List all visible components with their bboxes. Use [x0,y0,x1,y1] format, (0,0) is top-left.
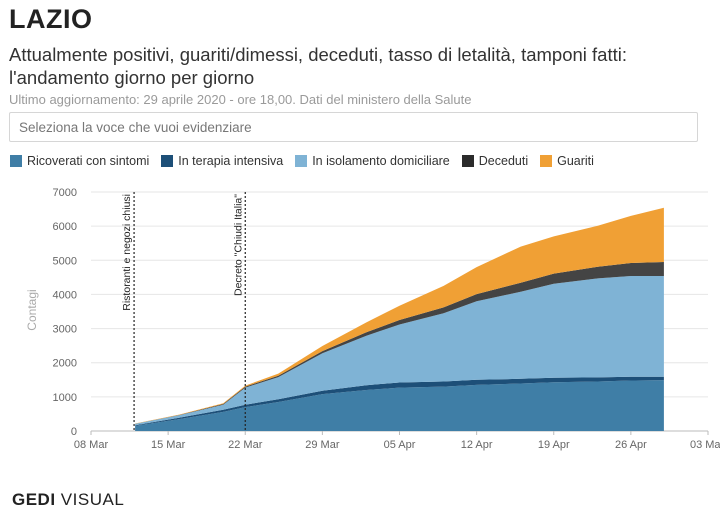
y-axis-label: Contagi [25,289,39,330]
y-tick-label: 6000 [53,221,77,233]
legend-label-ricoverati: Ricoverati con sintomi [27,154,150,168]
x-tick-label: 08 Mar [74,439,109,451]
chart-areas [135,207,664,431]
area-isolamento[interactable] [135,276,664,426]
series-selector-dropdown[interactable]: Seleziona la voce che vuoi evidenziare [9,112,698,142]
x-tick-label: 12 Apr [461,439,493,451]
y-tick-label: 4000 [53,289,77,301]
legend-item-isolamento[interactable]: In isolamento domiciliare [295,154,450,168]
y-tick-label: 0 [71,426,77,438]
chart-annotations: Ristoranti e negozi chiusi Decreto "Chiud… [121,192,246,431]
x-tick-label: 29 Mar [305,439,340,451]
x-tick-label: 26 Apr [615,439,647,451]
last-updated-text: Ultimo aggiornamento: 29 aprile 2020 - o… [9,92,472,107]
legend-label-guariti: Guariti [557,154,594,168]
legend-swatch-terapia [161,155,174,167]
y-tick-label: 3000 [53,324,77,336]
x-tick-label: 05 Apr [384,439,416,451]
y-tick-label: 5000 [53,255,77,267]
chart-legend: Ricoverati con sintomi In terapia intens… [10,154,606,168]
legend-item-deceduti[interactable]: Deceduti [461,154,529,168]
legend-label-deceduti: Deceduti [478,154,529,168]
legend-swatch-ricoverati [10,155,22,167]
legend-swatch-guariti [540,155,553,167]
legend-label-terapia: In terapia intensiva [178,154,284,168]
legend-swatch-isolamento [295,155,308,167]
y-axis: 0 1000 2000 3000 4000 5000 6000 7000 [53,187,77,438]
x-axis: 08 Mar 15 Mar 22 Mar 29 Mar 05 Apr 12 Apr 19 A… [74,431,720,451]
annotation-label: Decreto "Chiudi Italia" [232,194,244,296]
y-tick-label: 1000 [53,392,77,404]
stacked-area-chart: Ristoranti e negozi chiusi Decreto "Chiud… [25,187,720,451]
legend-item-guariti[interactable]: Guariti [540,154,594,168]
area-guariti[interactable] [135,207,664,424]
y-tick-label: 2000 [53,358,77,370]
logo-suffix: VISUAL [60,490,125,509]
logo-brand: GEDI [12,490,56,509]
annotation-label: Ristoranti e negozi chiusi [121,194,133,311]
x-tick-label: 19 Apr [538,439,570,451]
x-tick-label: 22 Mar [228,439,263,451]
page-subtitle: Attualmente positivi, guariti/dimessi, d… [9,44,627,88]
area-terapia[interactable] [135,376,664,426]
gedi-visual-logo: GEDI VISUAL [12,490,124,510]
page-title: LAZIO [9,4,93,34]
legend-item-ricoverati[interactable]: Ricoverati con sintomi [10,154,149,168]
legend-swatch-deceduti [461,155,474,167]
x-tick-label: 15 Mar [151,439,186,451]
x-tick-label: 03 May [690,439,720,451]
area-ricoverati[interactable] [135,380,664,431]
y-tick-label: 7000 [53,187,77,199]
legend-label-isolamento: In isolamento domiciliare [312,154,450,168]
legend-item-terapia[interactable]: In terapia intensiva [161,154,283,168]
